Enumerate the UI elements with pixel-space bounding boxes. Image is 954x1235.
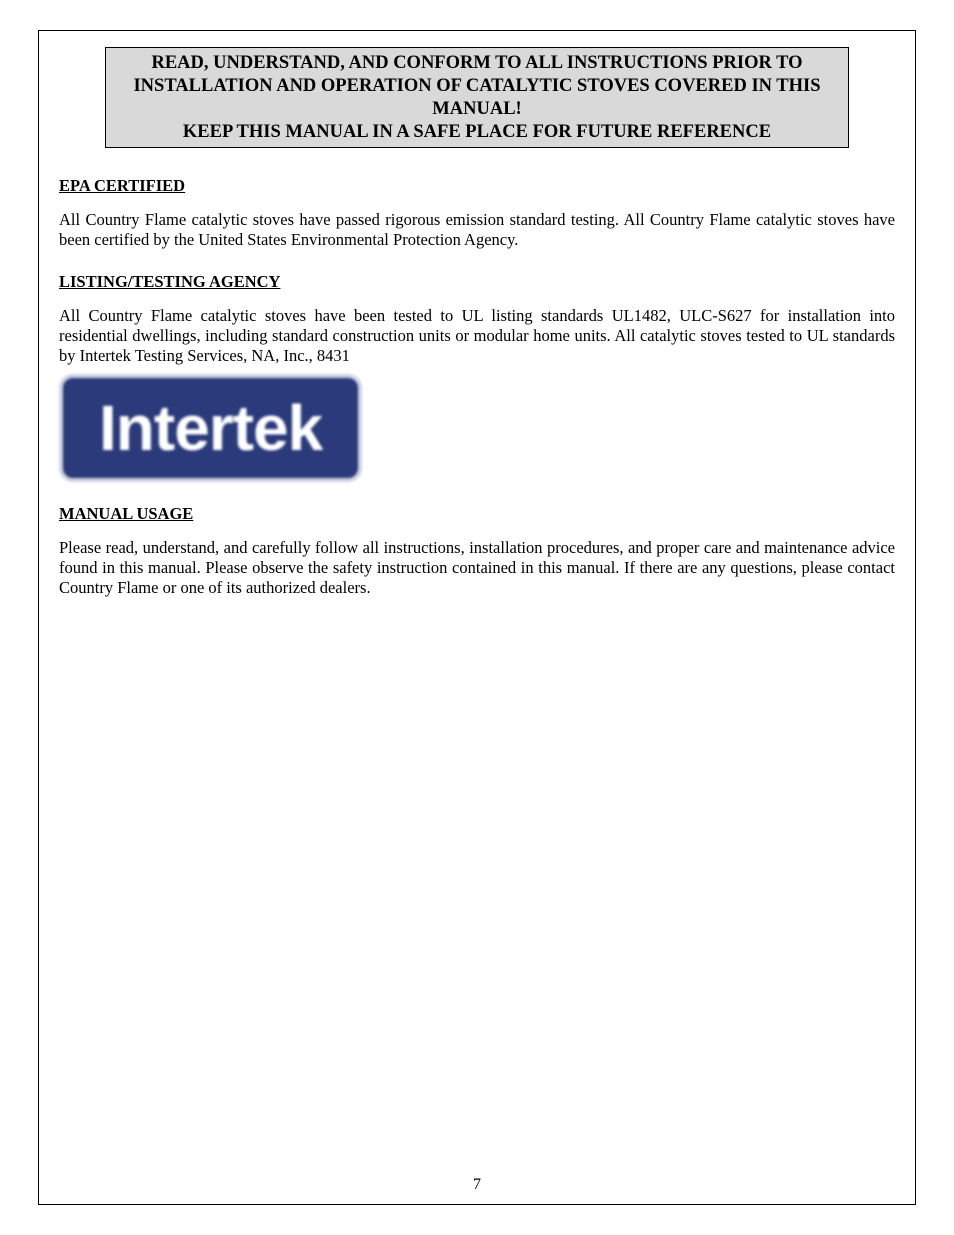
heading-manual: MANUAL USAGE (59, 504, 895, 524)
warning-line-1: READ, UNDERSTAND, AND CONFORM TO ALL INS… (114, 52, 840, 75)
warning-box: READ, UNDERSTAND, AND CONFORM TO ALL INS… (105, 47, 849, 148)
intertek-logo: Intertek (59, 374, 362, 482)
body-listing: All Country Flame catalytic stoves have … (59, 306, 895, 366)
warning-line-2: INSTALLATION AND OPERATION OF CATALYTIC … (114, 75, 840, 98)
warning-line-4: KEEP THIS MANUAL IN A SAFE PLACE FOR FUT… (114, 121, 840, 144)
warning-line-3: MANUAL! (114, 98, 840, 121)
body-manual: Please read, understand, and carefully f… (59, 538, 895, 598)
intertek-logo-wrap: Intertek (59, 374, 895, 482)
body-epa: All Country Flame catalytic stoves have … (59, 210, 895, 250)
heading-listing: LISTING/TESTING AGENCY (59, 272, 895, 292)
page-border: READ, UNDERSTAND, AND CONFORM TO ALL INS… (38, 30, 916, 1205)
heading-epa: EPA CERTIFIED (59, 176, 895, 196)
page-number: 7 (39, 1176, 915, 1194)
